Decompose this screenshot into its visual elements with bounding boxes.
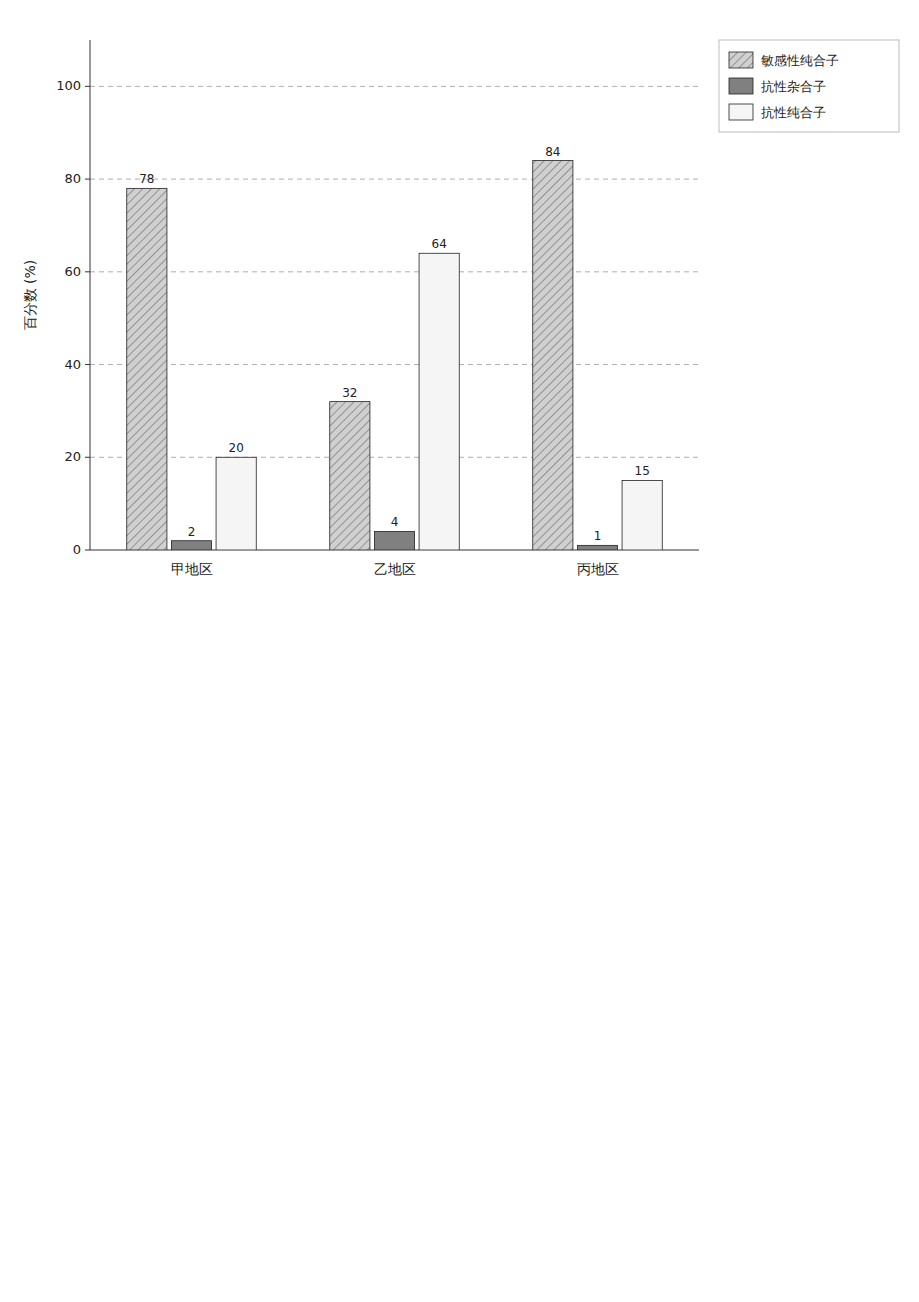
bar (577, 545, 617, 550)
data-label: 84 (545, 145, 560, 159)
data-labels: 78 2 20 32 4 64 84 1 15 (139, 145, 650, 544)
data-label: 4 (391, 515, 399, 529)
data-label: 2 (188, 525, 196, 539)
bar (171, 541, 211, 550)
y-tick (85, 179, 90, 180)
bar (127, 188, 167, 550)
y-tick-label: 60 (64, 264, 81, 279)
bar (374, 531, 414, 550)
legend-label: 抗性纯合子 (761, 105, 826, 120)
y-tick (85, 457, 90, 458)
y-tick (85, 550, 90, 551)
y-tick-label: 100 (56, 78, 81, 93)
grid-line (90, 364, 699, 365)
data-label: 78 (139, 172, 154, 186)
y-tick-label: 40 (64, 357, 81, 372)
y-tick (85, 86, 90, 87)
data-label: 64 (432, 237, 447, 251)
y-tick (85, 364, 90, 365)
bar (216, 457, 256, 550)
bars (127, 161, 663, 550)
bar (622, 480, 662, 550)
legend-label: 抗性杂合子 (761, 79, 826, 94)
y-axis-line (90, 40, 91, 550)
grid-line (90, 86, 699, 87)
legend-box (719, 40, 899, 132)
y-tick-label: 20 (64, 449, 81, 464)
legend-swatch (729, 52, 753, 68)
y-axis: 0 20 40 60 80 100 (56, 40, 699, 557)
x-tick-label: 丙地区 (577, 561, 619, 577)
y-tick (85, 271, 90, 272)
bar (533, 161, 573, 550)
grid-line (90, 271, 699, 272)
data-label: 32 (342, 386, 357, 400)
x-tick-label: 甲地区 (171, 561, 213, 577)
y-axis-label: 百分数 (%) (22, 260, 38, 331)
legend: 敏感性纯合子抗性杂合子抗性纯合子 (719, 40, 899, 132)
legend-swatch (729, 78, 753, 94)
legend-label: 敏感性纯合子 (761, 53, 839, 68)
grid-line (90, 457, 699, 458)
legend-swatch (729, 104, 753, 120)
bar (330, 402, 370, 550)
y-tick-label: 0 (73, 542, 81, 557)
y-tick-label: 80 (64, 171, 81, 186)
x-tick-label: 乙地区 (374, 561, 416, 577)
chart-svg: 0 20 40 60 80 100 百分数 (%) 78 2 20 32 4 64 84 1 15 甲地区 乙地区… (0, 0, 919, 620)
bar (419, 253, 459, 550)
data-label: 15 (635, 464, 650, 478)
chart-container: 0 20 40 60 80 100 百分数 (%) 78 2 20 32 4 64 84 1 15 甲地区 乙地区… (0, 0, 919, 624)
data-label: 20 (229, 441, 244, 455)
data-label: 1 (594, 529, 602, 543)
grid-line (90, 179, 699, 180)
